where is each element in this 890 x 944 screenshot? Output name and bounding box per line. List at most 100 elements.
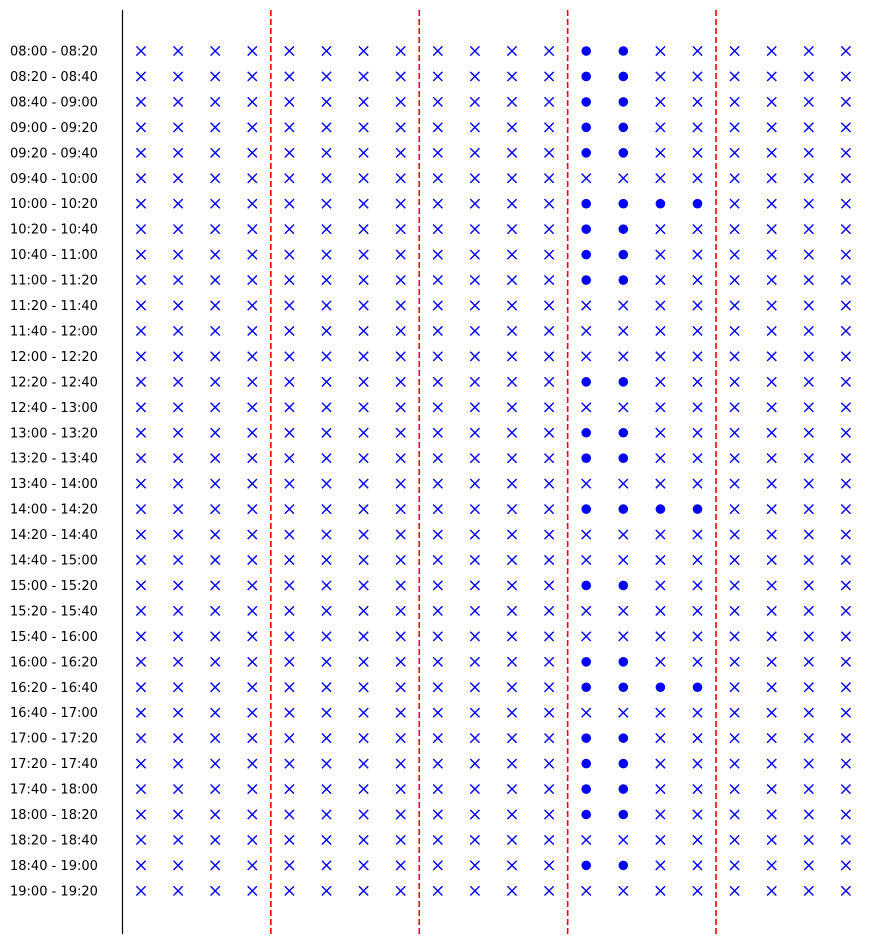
unavailable-point: [173, 656, 184, 667]
unavailable-point: [840, 783, 851, 795]
unavailable-point: [395, 554, 406, 566]
available-point: [618, 860, 629, 871]
unavailable-point: [432, 122, 443, 133]
unavailable-point: [729, 554, 740, 566]
unavailable-point: [506, 656, 518, 667]
unavailable-point: [432, 224, 443, 235]
unavailable-point: [358, 504, 369, 515]
unavailable-point: [135, 147, 147, 158]
unavailable-point: [358, 198, 369, 209]
unavailable-point: [135, 198, 147, 209]
unavailable-point: [135, 122, 147, 133]
unavailable-point: [803, 71, 814, 82]
unavailable-point: [135, 733, 147, 744]
unavailable-point: [247, 198, 258, 209]
unavailable-point: [506, 300, 518, 311]
unavailable-point: [321, 504, 332, 515]
unavailable-point: [544, 427, 555, 438]
unavailable-point: [729, 198, 740, 209]
unavailable-point: [544, 351, 555, 362]
unavailable-point: [766, 351, 777, 362]
unavailable-point: [210, 885, 221, 896]
unavailable-point: [544, 325, 555, 337]
unavailable-point: [432, 351, 443, 362]
unavailable-point: [618, 300, 629, 311]
unavailable-point: [321, 173, 332, 184]
unavailable-point: [135, 249, 147, 260]
unavailable-point: [840, 147, 851, 158]
unavailable-point: [655, 274, 666, 286]
unavailable-point: [581, 478, 592, 489]
unavailable-point: [247, 122, 258, 133]
unavailable-point: [544, 860, 555, 871]
unavailable-point: [766, 45, 777, 57]
available-point: [581, 71, 591, 82]
unavailable-point: [544, 605, 555, 616]
unavailable-point: [469, 198, 480, 209]
unavailable-point: [729, 453, 740, 464]
available-point: [581, 860, 591, 871]
unavailable-point: [803, 351, 814, 362]
unavailable-point: [284, 325, 295, 337]
unavailable-point: [247, 631, 258, 642]
unavailable-point: [803, 274, 814, 286]
unavailable-point: [247, 733, 258, 744]
available-point: [618, 657, 629, 667]
unavailable-point: [395, 682, 406, 693]
unavailable-point: [544, 249, 555, 260]
y-tick-label: 19:00 - 19:20: [10, 884, 98, 899]
unavailable-point: [395, 733, 406, 744]
available-point: [581, 758, 591, 769]
y-tick-labels: 08:00 - 08:20 08:20 - 08:40 08:40 - 09:00 0…: [10, 45, 98, 900]
unavailable-point: [840, 376, 851, 387]
unavailable-point: [840, 809, 851, 820]
unavailable-point: [469, 860, 480, 871]
available-point: [581, 224, 591, 234]
unavailable-point: [321, 478, 332, 489]
unavailable-point: [284, 376, 295, 387]
unavailable-point: [803, 860, 814, 871]
unavailable-point: [321, 809, 332, 820]
available-point: [618, 46, 629, 56]
unavailable-point: [544, 834, 555, 846]
available-point: [618, 275, 629, 285]
unavailable-point: [469, 631, 480, 642]
unavailable-point: [210, 453, 221, 464]
unavailable-point: [840, 96, 851, 107]
available-point: [655, 682, 666, 693]
unavailable-point: [247, 758, 258, 769]
unavailable-point: [544, 529, 555, 540]
unavailable-point: [469, 707, 480, 718]
unavailable-point: [729, 71, 740, 82]
unavailable-point: [803, 504, 814, 515]
unavailable-point: [544, 402, 555, 413]
unavailable-point: [692, 325, 703, 337]
unavailable-point: [284, 682, 295, 693]
unavailable-point: [655, 351, 666, 362]
unavailable-point: [618, 529, 629, 540]
unavailable-point: [173, 631, 184, 642]
unavailable-point: [432, 96, 443, 107]
unavailable-point: [803, 96, 814, 107]
data-marks: [135, 45, 851, 896]
unavailable-point: [803, 758, 814, 769]
unavailable-point: [840, 300, 851, 311]
available-point: [618, 733, 629, 743]
unavailable-point: [655, 733, 666, 744]
unavailable-point: [358, 224, 369, 235]
available-point: [618, 97, 629, 107]
unavailable-point: [544, 198, 555, 209]
unavailable-point: [284, 631, 295, 642]
unavailable-point: [432, 758, 443, 769]
unavailable-point: [544, 885, 555, 896]
unavailable-point: [173, 45, 184, 57]
unavailable-point: [692, 758, 703, 769]
unavailable-point: [729, 478, 740, 489]
unavailable-point: [321, 402, 332, 413]
unavailable-point: [692, 427, 703, 438]
unavailable-point: [284, 249, 295, 260]
unavailable-point: [135, 682, 147, 693]
unavailable-point: [432, 554, 443, 566]
unavailable-point: [321, 885, 332, 896]
unavailable-point: [247, 274, 258, 286]
